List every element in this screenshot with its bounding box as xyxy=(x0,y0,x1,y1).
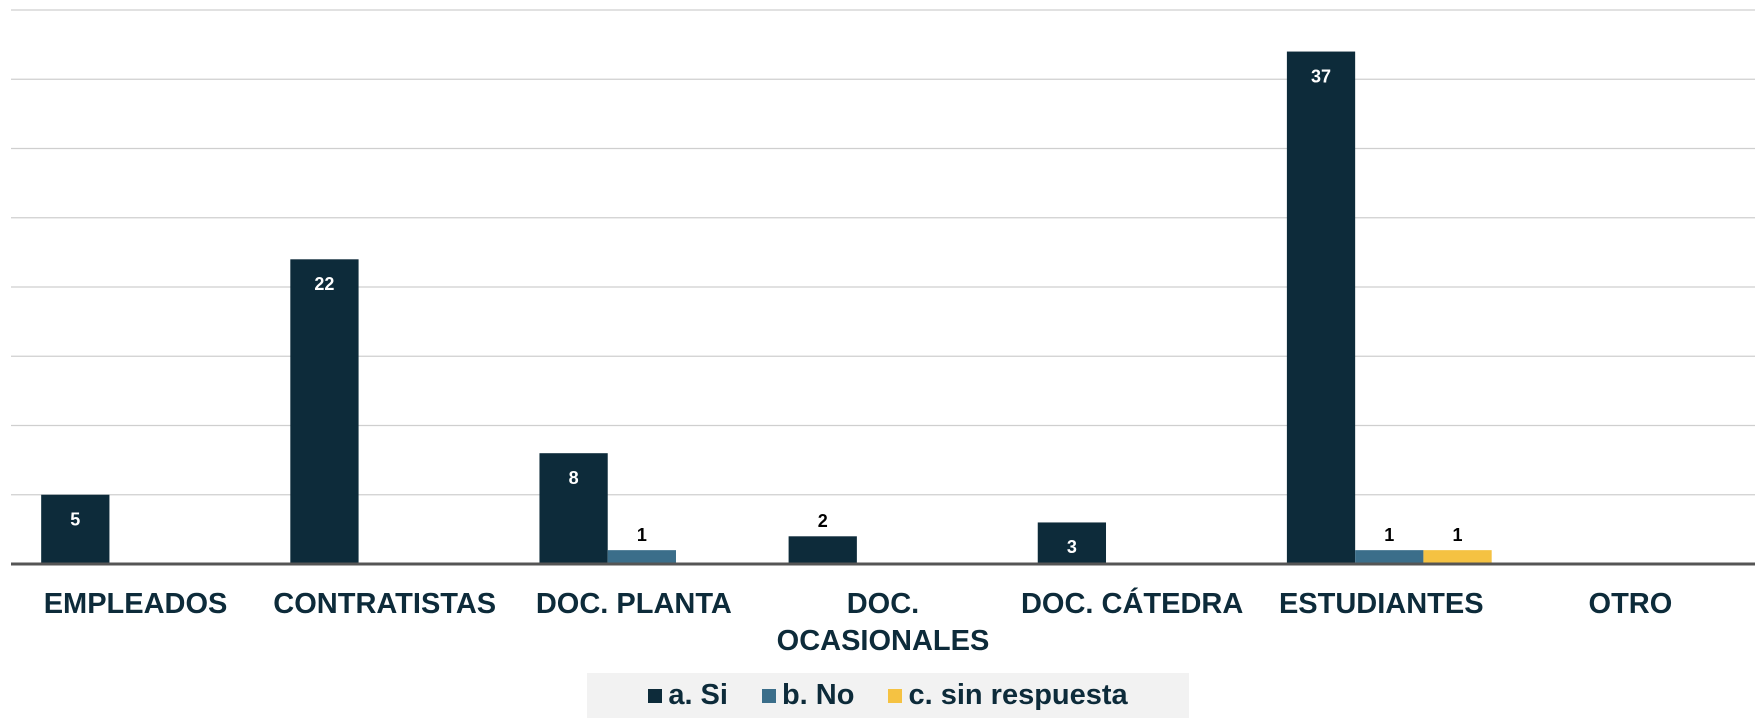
data-label: 1 xyxy=(1453,525,1463,545)
data-label: 3 xyxy=(1067,537,1077,557)
legend-item: a. Si xyxy=(648,679,728,712)
x-tick-label: DOC. CÁTEDRA xyxy=(1020,588,1244,620)
x-tick-label: ESTUDIANTES xyxy=(1278,588,1484,620)
x-tick-label: CONTRATISTAS xyxy=(273,588,497,620)
legend-swatch xyxy=(888,688,903,703)
legend-label: b. No xyxy=(781,679,855,711)
x-tick-label: DOC. OCASIONALES xyxy=(776,588,990,657)
data-label: 5 xyxy=(70,510,80,530)
bar xyxy=(539,453,608,564)
bar xyxy=(1286,51,1356,565)
legend-swatch xyxy=(761,688,776,703)
bar xyxy=(788,536,857,564)
legend-swatch xyxy=(648,688,663,703)
bar xyxy=(607,550,676,564)
x-tick-label: OTRO xyxy=(1588,588,1673,620)
legend-label: c. sin respuesta xyxy=(908,679,1128,711)
data-label: 1 xyxy=(637,525,647,545)
data-label: 2 xyxy=(818,511,828,531)
legend-label: a. Si xyxy=(668,679,728,711)
x-tick-label: DOC. PLANTA xyxy=(535,588,732,620)
bar xyxy=(290,259,359,564)
data-label: 37 xyxy=(1311,66,1331,86)
bar xyxy=(1423,550,1492,564)
data-label: 22 xyxy=(314,274,334,294)
legend-item: c. sin respuesta xyxy=(888,679,1128,712)
data-label: 8 xyxy=(569,468,579,488)
x-tick-label: EMPLEADOS xyxy=(43,588,228,620)
legend: a. Si b. No c. sin respuesta xyxy=(587,673,1189,718)
bar xyxy=(1037,522,1107,564)
bar xyxy=(1355,550,1424,564)
bar xyxy=(41,494,110,564)
data-label: 1 xyxy=(1384,525,1394,545)
legend-item: b. No xyxy=(761,679,855,712)
